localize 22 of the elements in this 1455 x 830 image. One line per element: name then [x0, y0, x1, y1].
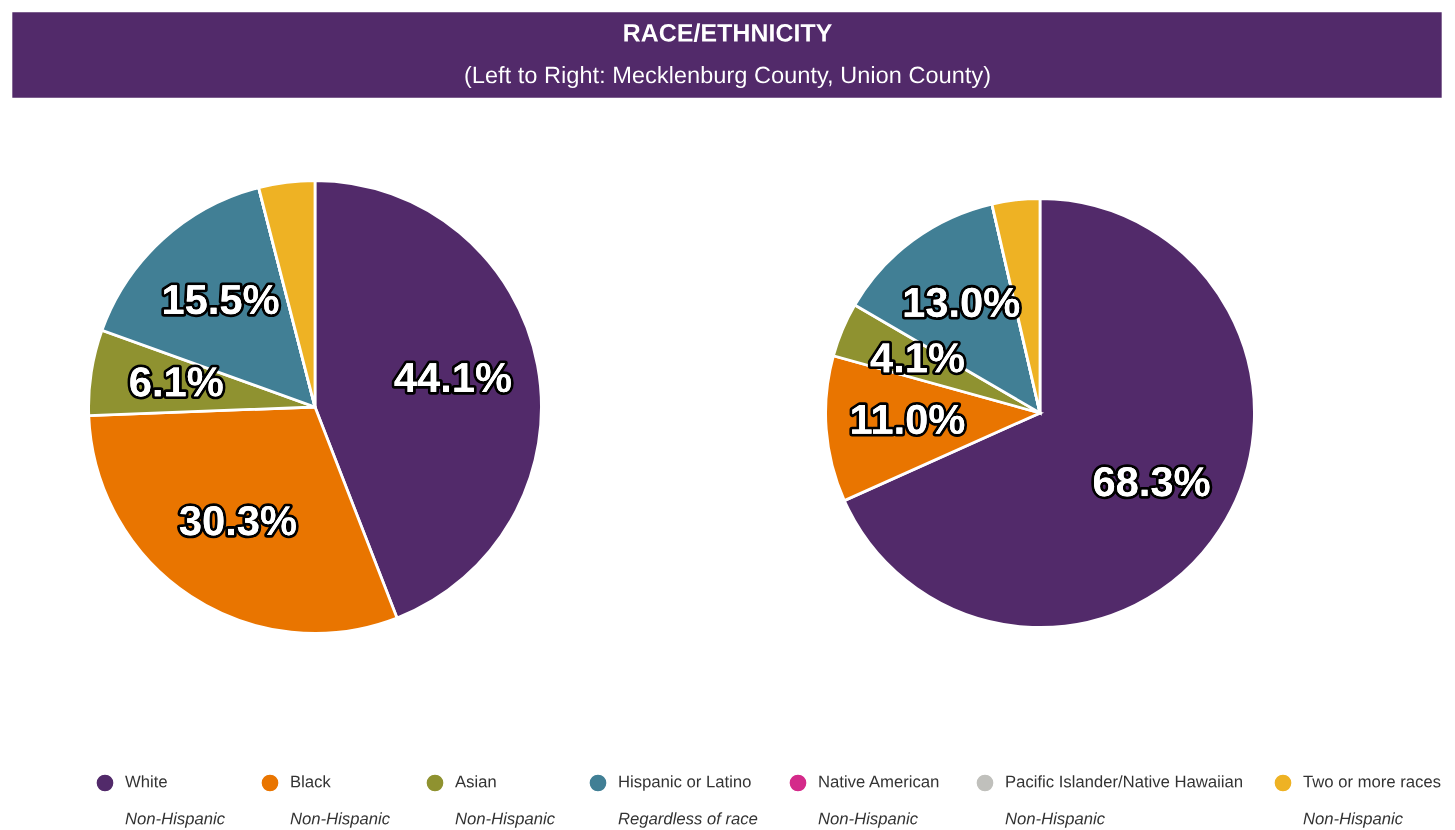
text: Non-Hispanic: [1303, 812, 1403, 828]
data-label: 6.1%: [130, 367, 223, 397]
text: Regardless of race: [618, 812, 758, 828]
data-label: 30.3%: [179, 506, 296, 536]
data-label: 44.1%: [394, 362, 511, 393]
text: Non-Hispanic: [818, 812, 918, 828]
chart-subtitle: (Left to Right: Mecklenburg County, Union County): [465, 66, 990, 89]
text: Non-Hispanic: [1005, 812, 1105, 828]
text: Non-Hispanic: [455, 812, 555, 828]
chart-title: RACE/ETHNICITY: [624, 23, 832, 42]
legend-label: White: [125, 775, 167, 788]
data-label: 11.0%: [852, 404, 965, 435]
text: Non-Hispanic: [125, 812, 225, 828]
legend-label: Black: [291, 775, 331, 788]
legend-label: Two or more races: [1303, 775, 1441, 788]
text: Non-Hispanic: [290, 812, 390, 828]
legend-label: Pacific Islander/Native Hawaiian: [1006, 775, 1242, 788]
data-label: 68.3%: [1094, 466, 1210, 497]
legend-label: Asian: [455, 775, 496, 788]
legend-label: Hispanic or Latino: [619, 775, 751, 791]
data-label: 15.5%: [164, 284, 279, 315]
legend-label: Native American: [819, 775, 939, 788]
